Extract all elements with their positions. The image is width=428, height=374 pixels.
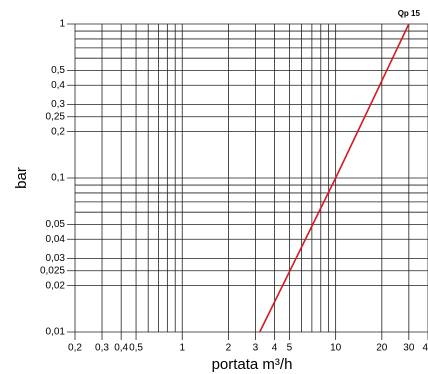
x-tick-label: 3 xyxy=(253,343,259,354)
y-tick-label: 0,3 xyxy=(51,99,65,110)
series-label: Qp 15 xyxy=(398,9,421,18)
y-tick-label: 0,5 xyxy=(51,65,65,76)
x-tick-label: 20 xyxy=(376,343,388,354)
series-line xyxy=(259,23,410,333)
x-tick-label: 2 xyxy=(226,343,232,354)
y-tick-label: 0,1 xyxy=(51,173,65,184)
y-tick-label: 0,04 xyxy=(46,234,66,245)
x-axis-label: portata m³/h xyxy=(212,356,293,373)
x-tick-label: 0,2 xyxy=(68,343,82,354)
x-tick-label: 0,5 xyxy=(129,343,143,354)
y-tick-label: 0,02 xyxy=(46,280,66,291)
x-tick-label: 5 xyxy=(287,343,293,354)
x-tick-label: 1 xyxy=(179,343,185,354)
x-tick-label: 0,3 xyxy=(95,343,109,354)
y-tick-label: 0,2 xyxy=(51,126,65,137)
y-tick-label: 0,4 xyxy=(51,80,65,91)
y-tick-label: 0,025 xyxy=(40,265,65,276)
x-tick-label: 0,4 xyxy=(114,343,128,354)
y-tick-label: 0,01 xyxy=(46,327,66,338)
y-axis-label: bar xyxy=(13,167,30,189)
y-tick-label: 0,05 xyxy=(46,219,66,230)
x-tick-label: 4 xyxy=(272,343,278,354)
x-tick-label: 10 xyxy=(330,343,342,354)
y-tick-label: 1 xyxy=(59,19,65,30)
y-tick-label: 0,03 xyxy=(46,253,66,264)
y-tick-label: 0,25 xyxy=(46,111,66,122)
x-tick-label: 40 xyxy=(422,343,428,354)
x-tick-label: 30 xyxy=(403,343,415,354)
